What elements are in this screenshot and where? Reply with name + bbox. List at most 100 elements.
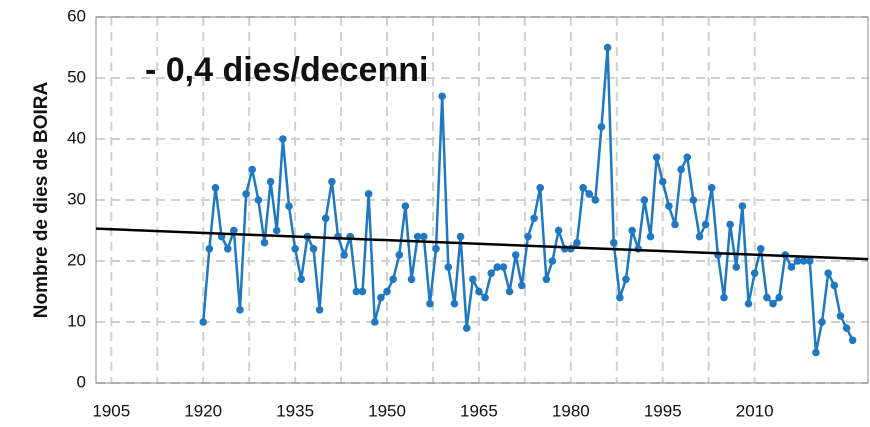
data-point: [242, 190, 250, 198]
trend-line: [95, 227, 869, 261]
data-point: [554, 226, 563, 235]
data-point: [769, 299, 777, 308]
data-point: [744, 299, 753, 308]
x-tick-label: 1935: [276, 401, 314, 420]
data-point: [628, 226, 636, 235]
data-point: [524, 232, 532, 241]
data-point: [548, 257, 557, 265]
data-point: [438, 92, 446, 101]
data-point: [352, 287, 361, 296]
data-point: [383, 287, 391, 296]
data-point: [799, 257, 808, 265]
data-point: [248, 165, 257, 174]
data-point: [260, 238, 269, 247]
data-point: [756, 245, 765, 253]
data-point: [732, 263, 741, 271]
x-tick-label: 1980: [552, 401, 590, 420]
y-tick-label: 0: [77, 372, 86, 391]
data-point: [646, 232, 655, 241]
data-point: [279, 135, 287, 143]
y-tick-label: 60: [67, 6, 86, 25]
y-axis-label: Nombre de dies de BOIRA: [31, 81, 52, 318]
data-point: [364, 190, 373, 198]
data-point: [487, 269, 495, 278]
x-tick-label: 1950: [368, 401, 406, 420]
data-point: [701, 220, 710, 229]
data-point: [518, 281, 526, 290]
data-point: [787, 263, 796, 271]
data-point: [499, 263, 508, 271]
data-point: [297, 275, 306, 284]
data-point: [370, 318, 379, 326]
data-point: [658, 177, 667, 186]
data-point: [830, 281, 839, 290]
data-point: [579, 184, 587, 192]
y-tick-label: 50: [67, 67, 86, 86]
data-point: [665, 202, 673, 210]
data-point: [750, 269, 759, 278]
data-point: [726, 220, 734, 229]
data-point: [793, 257, 802, 265]
data-point: [848, 336, 857, 345]
data-point: [818, 318, 826, 326]
data-point: [493, 263, 502, 271]
data-point: [469, 275, 477, 284]
y-tick-label: 10: [67, 311, 86, 330]
data-point: [211, 184, 220, 192]
data-point: [444, 263, 453, 271]
data-point: [763, 293, 771, 302]
data-point: [395, 251, 404, 259]
data-point: [738, 202, 747, 210]
data-point: [609, 238, 618, 247]
data-point: [671, 220, 679, 229]
x-tick-label: 1995: [644, 401, 682, 420]
data-point: [432, 245, 440, 253]
data-point: [542, 275, 551, 284]
data-point: [205, 245, 214, 253]
data-point: [616, 293, 624, 302]
data-point: [321, 214, 330, 223]
data-point: [640, 196, 649, 204]
data-point: [450, 299, 459, 308]
data-point: [230, 226, 238, 235]
data-point: [573, 238, 581, 247]
data-point: [407, 275, 416, 284]
data-point: [254, 196, 263, 204]
y-tick-label: 20: [67, 250, 86, 269]
data-point: [389, 275, 397, 284]
data-point: [419, 232, 428, 241]
data-point: [622, 275, 630, 284]
x-tick-label: 1965: [460, 401, 498, 420]
data-point: [266, 177, 275, 186]
y-tick-label: 30: [67, 189, 86, 208]
data-point: [505, 287, 514, 296]
data-point: [720, 293, 728, 302]
data-point: [377, 293, 385, 302]
data-point: [812, 348, 820, 357]
data-point: [842, 324, 851, 332]
data-point: [530, 214, 538, 223]
data-point: [707, 184, 716, 192]
data-point: [340, 251, 348, 259]
x-tick-label: 2010: [736, 401, 774, 420]
data-point: [426, 299, 434, 308]
x-tick-label: 1920: [184, 401, 222, 420]
data-point: [689, 196, 698, 204]
data-point: [775, 293, 783, 302]
data-point: [695, 232, 704, 241]
data-point: [315, 306, 324, 314]
data-point: [836, 312, 845, 320]
data-point: [824, 269, 832, 278]
data-point: [413, 232, 422, 241]
data-point: [309, 245, 318, 253]
data-point: [683, 153, 692, 162]
data-point: [462, 324, 471, 332]
data-point: [236, 306, 244, 314]
data-point: [603, 43, 612, 52]
data-point: [285, 202, 293, 210]
data-point: [223, 245, 232, 253]
data-point: [805, 257, 814, 265]
plot-frame: [95, 16, 869, 384]
